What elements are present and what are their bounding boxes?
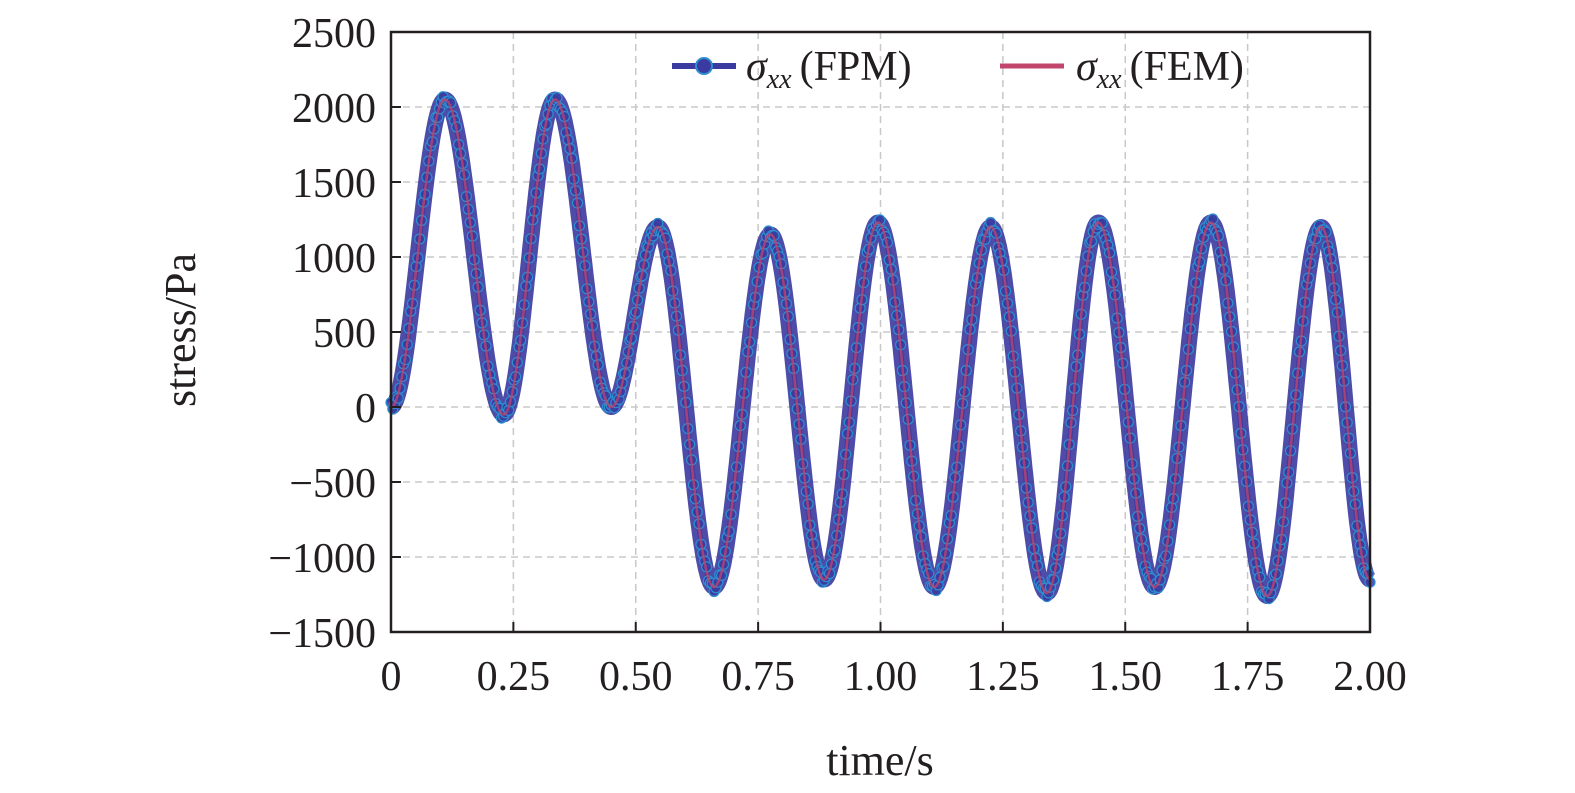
y-tick-label: 1000	[292, 236, 376, 282]
y-tick-labels: −1500 −1000 −500 0 500 1000 1500 2000 2500	[268, 11, 376, 657]
x-tick-label: 1.25	[966, 654, 1040, 700]
axis-ticks	[390, 31, 1371, 633]
legend-fpm-subscript: xx	[766, 64, 792, 95]
x-tick-label: 0	[381, 654, 402, 700]
legend-fem-suffix: (FEM)	[1130, 44, 1244, 90]
x-tick-label: 1.00	[844, 654, 918, 700]
x-tick-label: 0.50	[599, 654, 673, 700]
y-tick-label: 2000	[292, 86, 376, 132]
x-axis-title: time/s	[826, 736, 934, 785]
y-tick-label: 500	[313, 311, 376, 357]
legend-fpm-symbol: σ	[746, 44, 769, 90]
y-tick-label: −1500	[268, 611, 376, 657]
legend-fem-symbol: σ	[1076, 44, 1099, 90]
y-axis-title: stress/Pa	[156, 253, 205, 407]
x-tick-label: 0.25	[477, 654, 551, 700]
y-tick-label: 2500	[292, 11, 376, 57]
x-tick-label: 2.00	[1333, 654, 1407, 700]
fem-series-overlay	[390, 98, 1371, 598]
legend-fem-label: σxx (FEM)	[1076, 44, 1244, 95]
legend: σxx (FPM) σxx (FEM)	[672, 44, 1244, 95]
fpm-series	[383, 91, 1378, 605]
legend-fpm-suffix: (FPM)	[800, 44, 912, 90]
y-tick-label: 0	[355, 386, 376, 432]
legend-fpm-label: σxx (FPM)	[746, 44, 912, 95]
x-tick-labels: 0 0.25 0.50 0.75 1.00 1.25 1.50 1.75 2.00	[381, 654, 1407, 700]
x-tick-label: 0.75	[721, 654, 795, 700]
legend-fem-subscript: xx	[1096, 64, 1122, 95]
y-tick-label: 1500	[292, 161, 376, 207]
legend-fpm-marker	[695, 57, 713, 75]
x-tick-label: 1.75	[1211, 654, 1285, 700]
x-tick-label: 1.50	[1089, 654, 1163, 700]
y-tick-label: −500	[289, 461, 376, 507]
y-tick-label: −1000	[268, 536, 376, 582]
